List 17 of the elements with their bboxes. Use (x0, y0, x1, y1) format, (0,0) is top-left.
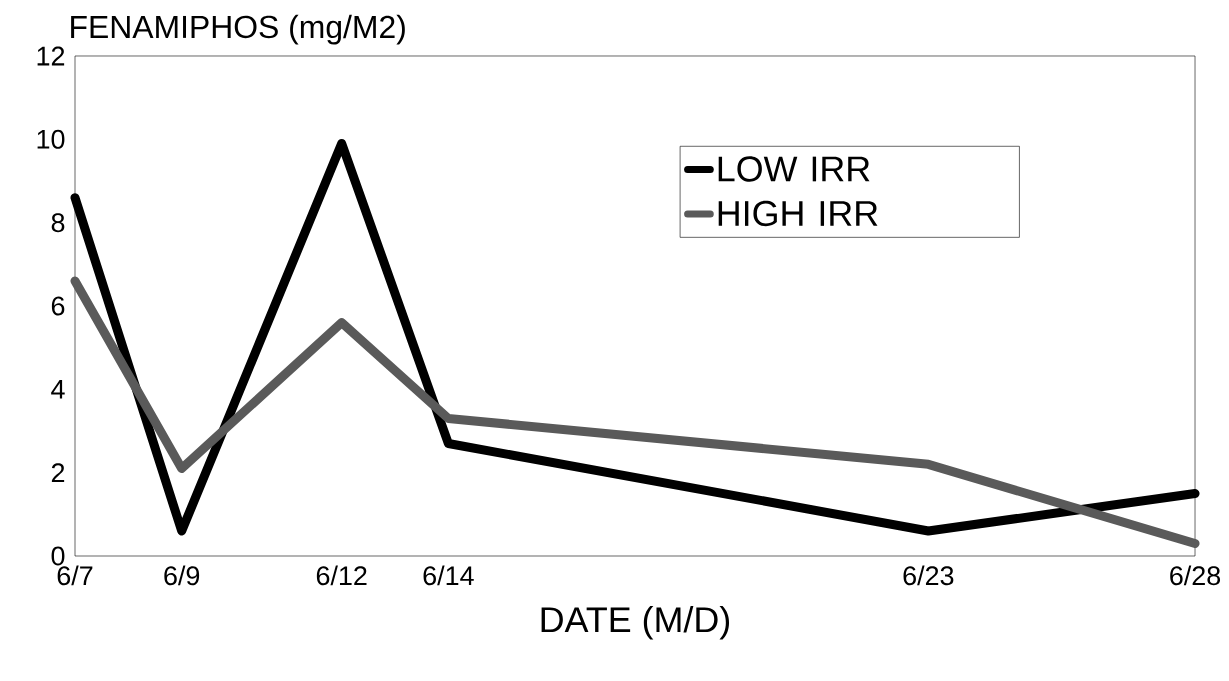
x-tick-label: 6/9 (164, 565, 200, 586)
x-axis-title: DATE (M/D) (541, 606, 730, 640)
x-tick-label: 6/14 (423, 565, 474, 586)
chart-title: FENAMIPHOS (mg/M2) (71, 14, 405, 45)
y-tick-label: 2 (51, 463, 65, 483)
legend-label: HIGH IRR (718, 200, 878, 227)
x-tick-label: 6/7 (57, 565, 93, 586)
y-tick-label: 4 (51, 380, 65, 399)
x-tick-label: 6/28 (1170, 565, 1221, 586)
y-tick-label: 10 (37, 129, 65, 149)
y-tick-label: 12 (37, 46, 65, 66)
x-tick-label: 6/12 (316, 565, 367, 586)
x-tick-label: 6/23 (903, 565, 954, 586)
y-tick-label: 0 (51, 546, 65, 566)
y-tick-label: 8 (51, 213, 65, 233)
y-tick-label: 6 (51, 296, 65, 316)
legend-label: LOW IRR (718, 156, 870, 182)
